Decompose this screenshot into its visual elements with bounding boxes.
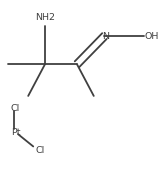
Text: OH: OH [144, 32, 158, 41]
Text: NH2: NH2 [35, 13, 55, 22]
Text: N: N [102, 32, 109, 41]
Text: Cl: Cl [36, 146, 45, 155]
Text: Pt: Pt [11, 128, 20, 137]
Text: Cl: Cl [11, 104, 20, 113]
